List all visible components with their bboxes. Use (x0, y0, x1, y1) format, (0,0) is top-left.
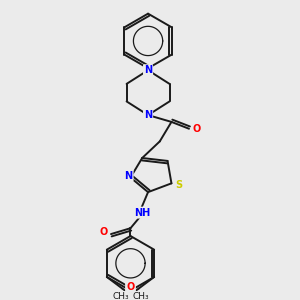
Text: O: O (193, 124, 201, 134)
Text: CH₃: CH₃ (112, 292, 129, 300)
Text: CH₃: CH₃ (132, 292, 149, 300)
Text: O: O (127, 282, 135, 292)
Text: O: O (126, 282, 134, 292)
Text: S: S (176, 180, 183, 190)
Text: NH: NH (134, 208, 150, 218)
Text: O: O (99, 227, 107, 237)
Text: N: N (144, 65, 152, 75)
Text: N: N (144, 110, 152, 120)
Text: N: N (124, 170, 133, 181)
